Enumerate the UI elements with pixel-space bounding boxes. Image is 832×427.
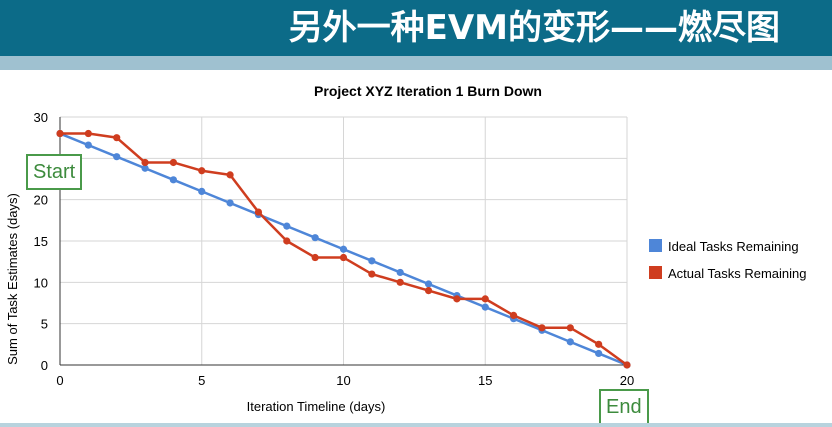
footer-strip [0,423,832,427]
data-point [396,278,404,286]
x-tick-label: 10 [336,373,350,388]
data-point [226,199,234,207]
data-point [623,361,631,369]
chart-title: Project XYZ Iteration 1 Burn Down [314,83,542,99]
data-point [113,153,121,161]
data-point [141,158,149,167]
data-point [141,164,149,172]
data-point [84,141,92,149]
legend-swatch [649,266,662,279]
chart-background [0,70,832,423]
data-point [283,222,291,230]
data-point [509,311,518,319]
legend-swatch [649,239,662,252]
data-point [169,158,177,167]
data-point [339,245,348,253]
data-point [283,237,291,245]
legend: Ideal Tasks Remaining Actual Tasks Remain… [649,239,807,281]
data-point [566,324,574,332]
x-tick-label: 5 [198,373,205,388]
x-tick-label: 15 [478,373,492,388]
data-point [595,349,603,358]
y-tick-label: 5 [41,317,48,332]
x-tick-label: 0 [56,373,63,388]
burn-down-chart: Project XYZ Iteration 1 Burn Down 0 5 10 15… [0,70,832,423]
data-point [538,324,546,332]
y-tick-label: 15 [34,234,48,249]
data-point [113,134,121,142]
x-tick-label: 20 [620,373,634,388]
data-point [198,187,206,195]
data-point [453,295,461,303]
series-layer [56,129,631,369]
data-point [396,268,404,277]
data-point [226,171,234,179]
legend-label: Actual Tasks Remaining [668,266,807,281]
y-axis-label: Sum of Task Estimates (days) [5,193,20,365]
y-tick-label: 30 [34,110,48,125]
data-point [424,287,433,295]
data-point [311,234,319,242]
data-point [254,208,263,216]
series-actual [56,129,631,369]
data-point [339,253,348,262]
y-tick-label: 20 [34,193,48,208]
data-point [481,303,489,311]
data-point [169,176,177,184]
data-point [84,129,92,138]
data-point [481,295,489,303]
start-callout: Start [26,154,83,190]
header-subbar [0,56,832,70]
legend-label: Ideal Tasks Remaining [668,239,799,254]
end-callout: End [599,389,649,425]
x-axis-label: Iteration Timeline (days) [247,399,386,414]
y-tick-label: 10 [34,275,48,290]
header-bar: 另外一种EVM的变形——燃尽图 [0,0,832,56]
data-point [566,338,574,346]
data-point [368,270,376,278]
slide-title: 另外一种EVM的变形——燃尽图 [288,8,780,48]
data-point [595,340,603,348]
data-point [198,167,206,175]
y-tick-label: 0 [41,358,48,373]
data-point [311,253,319,262]
data-point [424,280,433,288]
data-point [368,257,376,265]
data-point [56,129,64,138]
